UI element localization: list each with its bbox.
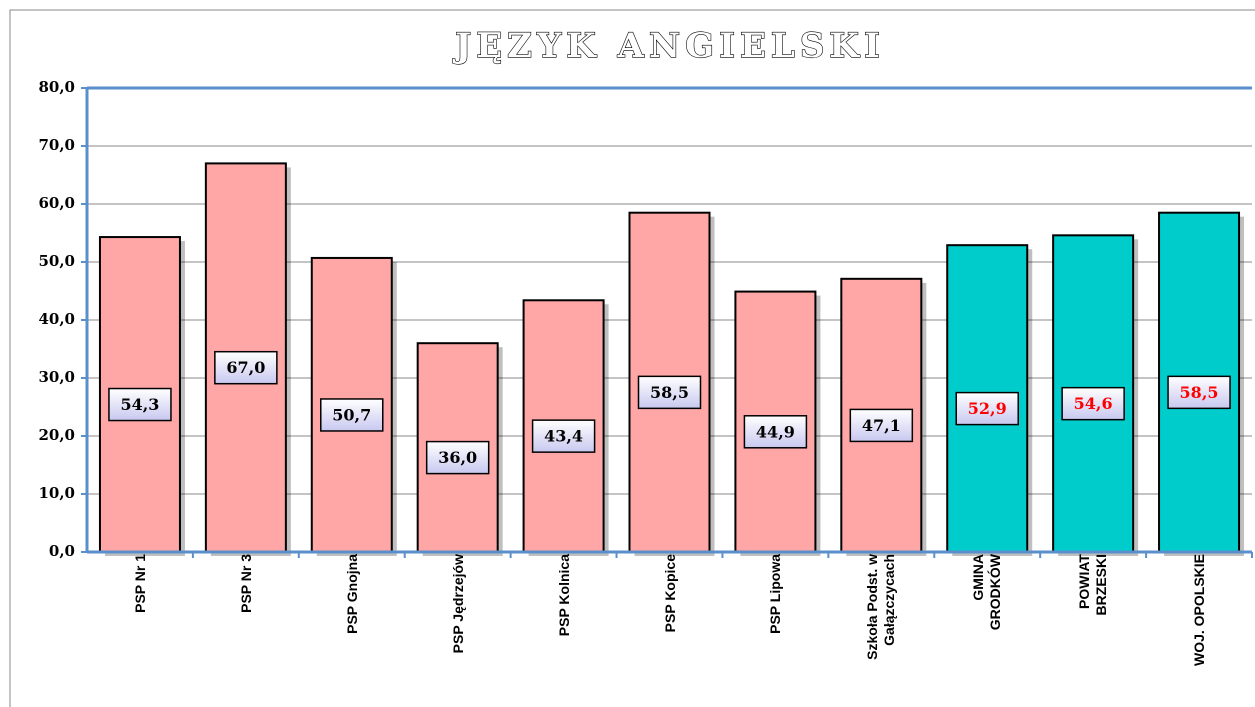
value-label-box xyxy=(637,375,702,410)
value-label-box xyxy=(743,415,808,449)
x-tick-label: WOJ. OPOLSKIE xyxy=(1190,554,1207,667)
x-tick-label: PSP Lipowa xyxy=(766,554,783,634)
y-tick-label: 30,0 xyxy=(38,368,75,386)
x-tick-label: GMINA GRODKÓW xyxy=(970,554,1004,631)
chart-title: JĘZYK ANGIELSKI xyxy=(452,26,885,66)
x-tick-label: PSP Kolnica xyxy=(555,554,572,637)
value-label: 43,4 xyxy=(544,427,583,446)
value-label: 36,0 xyxy=(438,448,477,467)
value-label-box xyxy=(531,419,596,453)
value-label-box xyxy=(320,398,384,432)
x-tick-label: Szkoła Podst. w Gałązczycach xyxy=(864,554,898,660)
y-tick-label: 40,0 xyxy=(38,310,75,328)
x-tick-label: PSP Gnojna xyxy=(343,554,360,634)
value-label-box xyxy=(108,387,172,422)
value-label: 54,3 xyxy=(120,395,159,414)
y-tick-label: 20,0 xyxy=(38,426,75,444)
x-tick-label: PSP Jędrzejów xyxy=(449,554,466,654)
y-tick-label: 50,0 xyxy=(38,252,75,270)
value-label: 58,5 xyxy=(1180,383,1219,402)
value-label: 44,9 xyxy=(756,422,795,441)
x-tick-label: POWIAT BRZESKI xyxy=(1076,554,1110,616)
value-label: 52,9 xyxy=(968,399,1007,418)
y-tick-label: 0,0 xyxy=(49,542,75,560)
value-label: 47,1 xyxy=(862,416,901,435)
value-label-box xyxy=(1167,375,1231,410)
value-label-box xyxy=(955,391,1019,426)
x-tick-label: PSP Nr 3 xyxy=(237,554,254,613)
value-label: 54,6 xyxy=(1074,394,1113,413)
x-tick-label: PSP Nr 1 xyxy=(131,554,148,613)
y-tick-label: 80,0 xyxy=(38,78,75,96)
value-label: 58,5 xyxy=(650,383,689,402)
value-label: 50,7 xyxy=(332,405,371,424)
value-label-box xyxy=(849,408,914,443)
x-tick-label: PSP Kopice xyxy=(661,554,677,633)
y-tick-label: 60,0 xyxy=(38,194,75,212)
chart-border xyxy=(9,9,1255,707)
value-label: 67,0 xyxy=(226,358,265,377)
value-label-box xyxy=(214,350,278,385)
y-tick-label: 70,0 xyxy=(38,136,75,154)
value-label-box xyxy=(425,440,490,475)
y-tick-label: 10,0 xyxy=(38,484,75,502)
value-label-box xyxy=(1061,386,1125,421)
